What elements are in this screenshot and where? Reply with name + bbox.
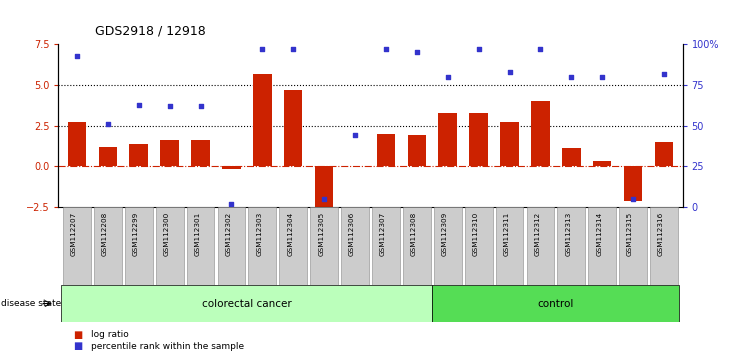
Point [102, 121, 114, 127]
Point [411, 50, 423, 55]
Bar [341, 207, 369, 285]
Text: ■: ■ [73, 330, 82, 339]
Bar [248, 207, 276, 285]
Bar [434, 207, 461, 285]
Point [473, 46, 485, 52]
Text: GSM112315: GSM112315 [627, 212, 633, 256]
Bar [531, 101, 550, 166]
Point [658, 71, 670, 76]
Bar [187, 207, 215, 285]
Text: GSM112306: GSM112306 [349, 212, 355, 256]
Bar [161, 140, 179, 166]
Bar [94, 207, 122, 285]
Bar [432, 285, 680, 322]
Bar [280, 207, 307, 285]
Point [596, 74, 608, 80]
Point [195, 103, 207, 109]
Point [71, 53, 82, 58]
Text: GSM112310: GSM112310 [472, 212, 479, 256]
Bar [191, 140, 210, 166]
Point [504, 69, 515, 75]
Bar [650, 207, 678, 285]
Text: control: control [538, 298, 574, 309]
Text: GSM112313: GSM112313 [565, 212, 572, 256]
Bar [253, 74, 272, 166]
Text: percentile rank within the sample: percentile rank within the sample [91, 342, 245, 351]
Point [318, 196, 330, 202]
Bar [496, 207, 523, 285]
Bar [372, 207, 400, 285]
Point [164, 103, 175, 109]
Bar [222, 166, 241, 169]
Text: GDS2918 / 12918: GDS2918 / 12918 [95, 25, 206, 38]
Text: GSM112302: GSM112302 [226, 212, 231, 256]
Bar [558, 207, 585, 285]
Bar [403, 207, 431, 285]
Text: GSM112305: GSM112305 [318, 212, 324, 256]
Point [380, 46, 392, 52]
Bar [284, 90, 302, 166]
Bar [655, 142, 673, 166]
Text: GSM112301: GSM112301 [194, 212, 201, 256]
Bar [310, 207, 338, 285]
Text: GSM112309: GSM112309 [442, 212, 447, 256]
Text: disease state: disease state [1, 299, 62, 308]
Bar [68, 122, 86, 166]
Bar [500, 122, 519, 166]
Text: GSM112303: GSM112303 [256, 212, 262, 256]
Bar [588, 207, 616, 285]
Text: GSM112300: GSM112300 [164, 212, 169, 256]
Point [349, 133, 361, 138]
Bar [526, 207, 554, 285]
Bar [99, 147, 117, 166]
Text: GSM112308: GSM112308 [411, 212, 417, 256]
Bar [63, 207, 91, 285]
Bar [407, 136, 426, 166]
Point [566, 74, 577, 80]
Point [442, 74, 453, 80]
Text: GSM112207: GSM112207 [71, 212, 77, 256]
Text: ■: ■ [73, 341, 82, 351]
Point [226, 201, 237, 207]
Point [133, 102, 145, 107]
Bar [624, 166, 642, 201]
Bar [61, 285, 432, 322]
Bar [562, 148, 580, 166]
Text: GSM112314: GSM112314 [596, 212, 602, 256]
Bar [469, 113, 488, 166]
Point [256, 46, 268, 52]
Bar [218, 207, 245, 285]
Bar [593, 161, 612, 166]
Bar [619, 207, 647, 285]
Text: GSM112316: GSM112316 [658, 212, 664, 256]
Bar [315, 166, 334, 209]
Text: GSM112208: GSM112208 [102, 212, 108, 256]
Bar [377, 134, 395, 166]
Bar [465, 207, 493, 285]
Bar [155, 207, 183, 285]
Text: GSM112311: GSM112311 [504, 212, 510, 256]
Text: GSM112307: GSM112307 [380, 212, 386, 256]
Point [627, 196, 639, 202]
Text: colorectal cancer: colorectal cancer [202, 298, 292, 309]
Text: GSM112299: GSM112299 [133, 212, 139, 256]
Point [534, 46, 546, 52]
Bar [439, 113, 457, 166]
Bar [129, 144, 148, 166]
Text: GSM112312: GSM112312 [534, 212, 540, 256]
Bar [125, 207, 153, 285]
Point [288, 46, 299, 52]
Text: GSM112304: GSM112304 [287, 212, 293, 256]
Text: log ratio: log ratio [91, 330, 129, 339]
